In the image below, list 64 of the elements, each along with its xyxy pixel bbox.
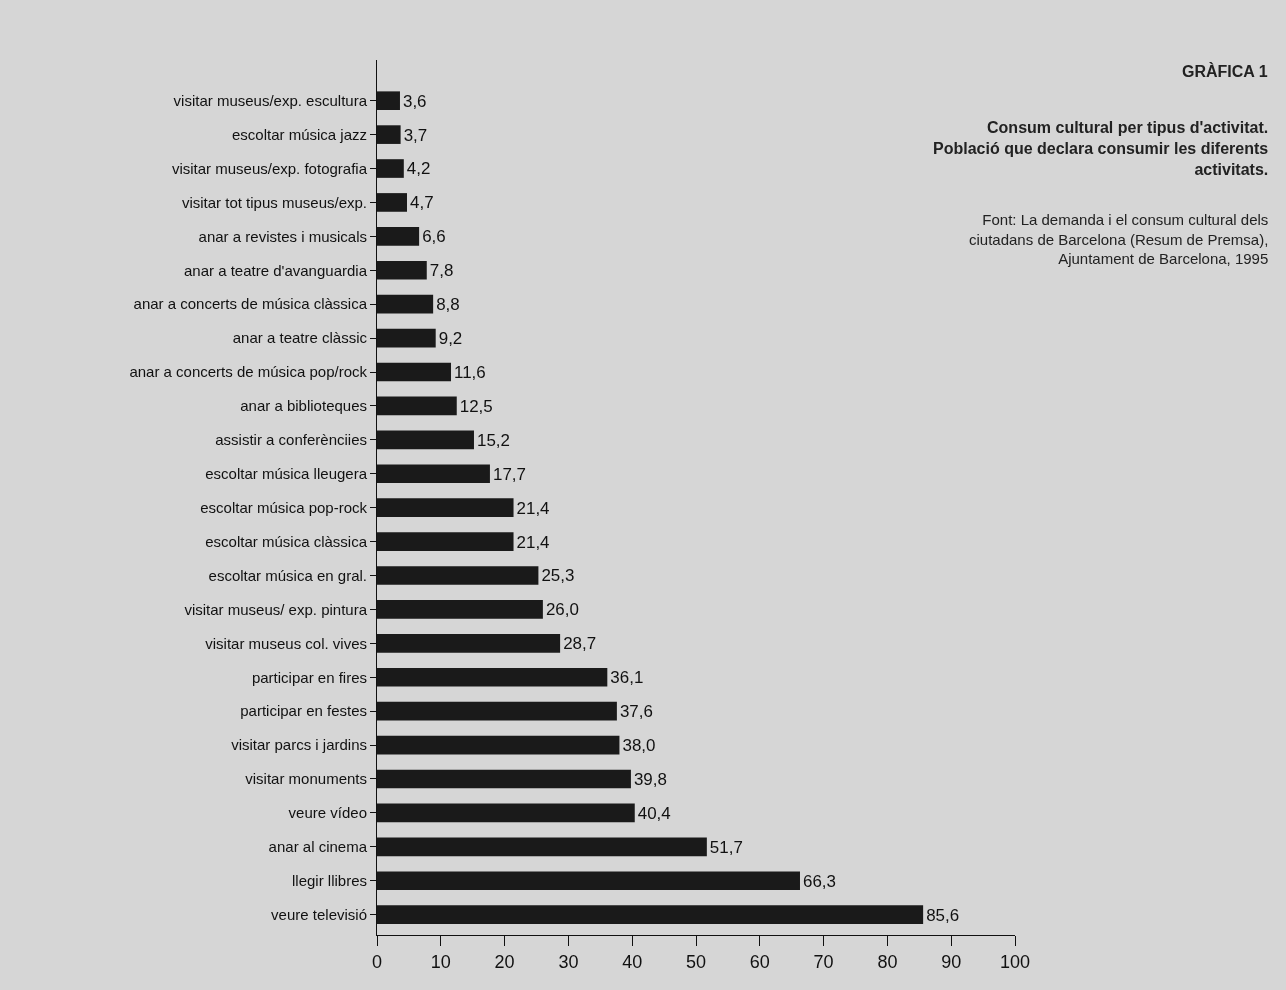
y-tick-label: visitar museus/ exp. pintura [184,600,368,618]
data-label: 25,3 [541,566,575,586]
annotation: Font: La demanda i el consum cultural dels ciutadans de Barcelona (Resum de Premsa), Ajuntament de Barcelona, 1995 [969,211,1269,267]
data-label: 37,6 [619,702,653,722]
data-label: 36,1 [610,668,644,688]
x-tick-label: 90 [941,951,962,972]
data-label: 85,6 [926,905,960,925]
y-tick-label: llegir llibres [291,871,367,889]
y-tick-label: veure vídeo [288,804,367,822]
data-label: 40,4 [637,803,671,823]
y-tick-label: anar a concerts de música pop/rock [129,363,368,381]
data-label: 9,2 [438,329,463,349]
y-tick-label: anar a biblioteques [240,397,367,415]
data-label: 21,4 [516,498,550,518]
y-tick-label: escoltar música en gral. [208,566,367,584]
x-tick-label: 100 [999,951,1031,972]
x-tick-label: 20 [494,951,515,972]
y-tick-label: visitar museus col. vives [205,634,367,652]
data-label: 7,8 [429,261,454,281]
data-label: 4,7 [410,193,434,213]
data-label: 39,8 [633,769,667,789]
data-label: 12,5 [459,396,493,416]
data-label: 15,2 [477,430,510,450]
y-tick-label: anar a teatre clàssic [232,329,368,347]
y-tick-label: visitar monuments [245,770,367,788]
x-tick-label: 0 [371,951,383,972]
x-tick-label: 60 [749,951,770,972]
y-tick-label: visitar museus/exp. fotografia [171,159,368,177]
data-label: 17,7 [492,464,526,484]
data-label: 38,0 [622,736,656,756]
x-tick-label: 70 [813,951,834,972]
y-tick-label: escoltar música pop-rock [200,498,368,516]
y-tick-label: escoltar música lleugera [205,465,368,483]
x-tick-label: 10 [430,951,451,972]
text: Consum cultural per tipus d'activitat. Població que declara consumir les diferents activitats. [933,119,1269,178]
y-tick-label: assistir a conferènciies [215,431,367,449]
y-tick-label: participar en festes [240,702,367,720]
y-tick-label: participar en fires [251,668,367,686]
data-label: 28,7 [563,634,597,654]
x-tick-label: 80 [877,951,898,972]
data-label: 26,0 [545,600,579,620]
data-label: 8,8 [436,295,460,315]
y-tick-label: anar a revistes i musicals [198,227,367,245]
y-tick-label: anar a teatre d'avanguardia [184,261,368,279]
data-label: 6,6 [422,227,446,247]
data-label: 11,6 [454,362,486,382]
y-tick-label: escoltar música jazz [231,125,367,143]
y-tick-label: visitar tot tipus museus/exp. [181,193,367,211]
x-tick-label: 40 [622,951,643,972]
data-label: 3,6 [402,91,427,111]
y-tick-label: veure televisió [271,905,367,923]
x-tick-label: 50 [685,951,707,972]
data-label: 4,2 [406,159,431,179]
x-tick-label: 30 [558,951,579,972]
y-tick-label: escoltar música clàssica [205,532,368,550]
data-label: 3,7 [403,125,428,145]
y-tick-label: visitar parcs i jardins [231,736,367,754]
text: GRÀFICA 1 [1182,62,1268,80]
data-label: 51,7 [709,837,743,857]
y-tick-label: anar a concerts de música clàssica [133,295,368,313]
y-tick-label: visitar museus/exp. escultura [173,91,368,109]
data-label: 21,4 [516,532,550,552]
data-label: 66,3 [803,871,836,891]
y-tick-label: anar al cinema [268,838,368,856]
